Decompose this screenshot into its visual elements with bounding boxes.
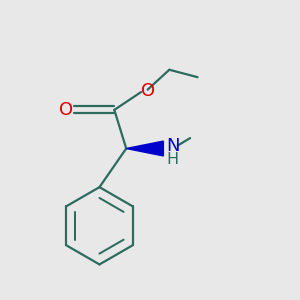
Text: H: H [167,152,179,167]
Polygon shape [126,141,164,156]
Text: O: O [142,82,156,100]
Text: O: O [59,101,73,119]
Text: N: N [166,137,180,155]
